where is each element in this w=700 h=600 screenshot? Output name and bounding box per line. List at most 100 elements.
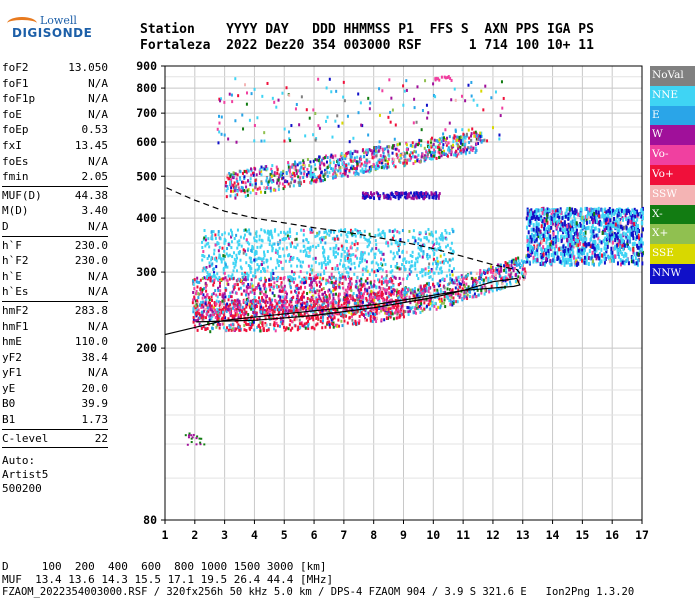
echo-point (325, 304, 328, 308)
echo-point (233, 265, 236, 269)
echo-point (332, 296, 335, 300)
echo-point (356, 162, 359, 166)
echo-point (260, 238, 263, 242)
echo-point (353, 272, 356, 276)
echo-point (334, 281, 337, 285)
echo-point (277, 176, 280, 180)
echo-point (438, 192, 441, 196)
echo-point (370, 289, 373, 293)
param-row-ye: yE 20.0 (2, 381, 108, 397)
echo-point (215, 242, 218, 246)
echo-point (330, 167, 333, 171)
echo-point (375, 320, 378, 324)
echo-point (206, 277, 209, 281)
echo-point (355, 169, 358, 173)
echo-point (246, 277, 249, 281)
echo-point (239, 258, 242, 262)
param-row-fof1: foF1 N/A (2, 76, 108, 92)
echo-point (277, 275, 280, 279)
echo-point (210, 236, 213, 240)
echo-point (341, 162, 344, 166)
echo-point (479, 270, 482, 274)
echo-point (253, 251, 256, 255)
echo-point (392, 257, 395, 261)
echo-point (266, 307, 269, 311)
echo-point (282, 286, 285, 290)
echo-point (267, 310, 270, 314)
echo-point (196, 328, 199, 332)
echo-point (591, 244, 594, 249)
echo-point (384, 311, 387, 315)
echo-point (238, 324, 241, 328)
echo-point (229, 182, 232, 186)
echo-point (207, 321, 210, 325)
echo-point (320, 288, 323, 292)
echo-point (387, 307, 390, 311)
echo-point (212, 283, 215, 287)
echo-point (250, 256, 253, 260)
echo-point (337, 318, 340, 322)
echo-point (318, 280, 321, 284)
echo-point (309, 288, 312, 292)
echo-point (231, 322, 234, 326)
echo-point (396, 316, 399, 320)
echo-point (428, 275, 431, 279)
echo-point (367, 313, 370, 317)
echo-point (232, 277, 235, 281)
echo-point (334, 267, 337, 271)
echo-point (284, 179, 287, 183)
echo-point (276, 285, 279, 289)
echo-point (349, 158, 352, 162)
echo-point (361, 170, 364, 174)
echo-point (234, 263, 237, 267)
echo-point (396, 252, 399, 256)
echo-point (232, 287, 235, 291)
param-name: hmE (2, 335, 22, 349)
echo-point (194, 292, 197, 296)
echo-point (449, 246, 452, 250)
echo-point (318, 289, 321, 293)
echo-point (240, 244, 243, 248)
echo-point (299, 180, 302, 184)
echo-point (436, 293, 439, 297)
echo-point (288, 259, 291, 263)
echo-point (559, 207, 562, 212)
echo-point (329, 281, 332, 285)
echo-point (436, 145, 439, 149)
echo-point (366, 193, 369, 197)
echo-point (345, 297, 348, 301)
echo-point (320, 179, 323, 183)
echo-point (234, 282, 237, 286)
echo-point (402, 152, 405, 156)
echo-point (321, 303, 324, 307)
echo-point (463, 276, 466, 280)
echo-point (458, 282, 461, 286)
echo-point (406, 288, 409, 292)
echo-point (229, 291, 232, 295)
echo-point (303, 172, 306, 176)
echo-point (424, 191, 427, 195)
echo-point (400, 193, 403, 197)
echo-point (324, 241, 327, 245)
echo-point (564, 230, 567, 235)
echo-point (249, 260, 252, 264)
echo-point (466, 297, 469, 301)
echo-point (224, 276, 227, 280)
echo-point (332, 253, 335, 257)
echo-point (192, 307, 195, 311)
echo-point (393, 194, 396, 198)
echo-point (324, 259, 327, 263)
echo-point (631, 208, 634, 213)
echo-point (386, 193, 389, 197)
echo-point (246, 241, 249, 245)
echo-point (354, 305, 357, 309)
echo-point (366, 292, 369, 296)
echo-point (205, 295, 208, 299)
echo-point (201, 258, 204, 262)
echo-point (408, 192, 411, 196)
echo-point (236, 193, 239, 197)
echo-point (453, 279, 456, 283)
echo-point (458, 295, 461, 299)
echo-point (375, 286, 378, 290)
echo-point (333, 316, 336, 320)
